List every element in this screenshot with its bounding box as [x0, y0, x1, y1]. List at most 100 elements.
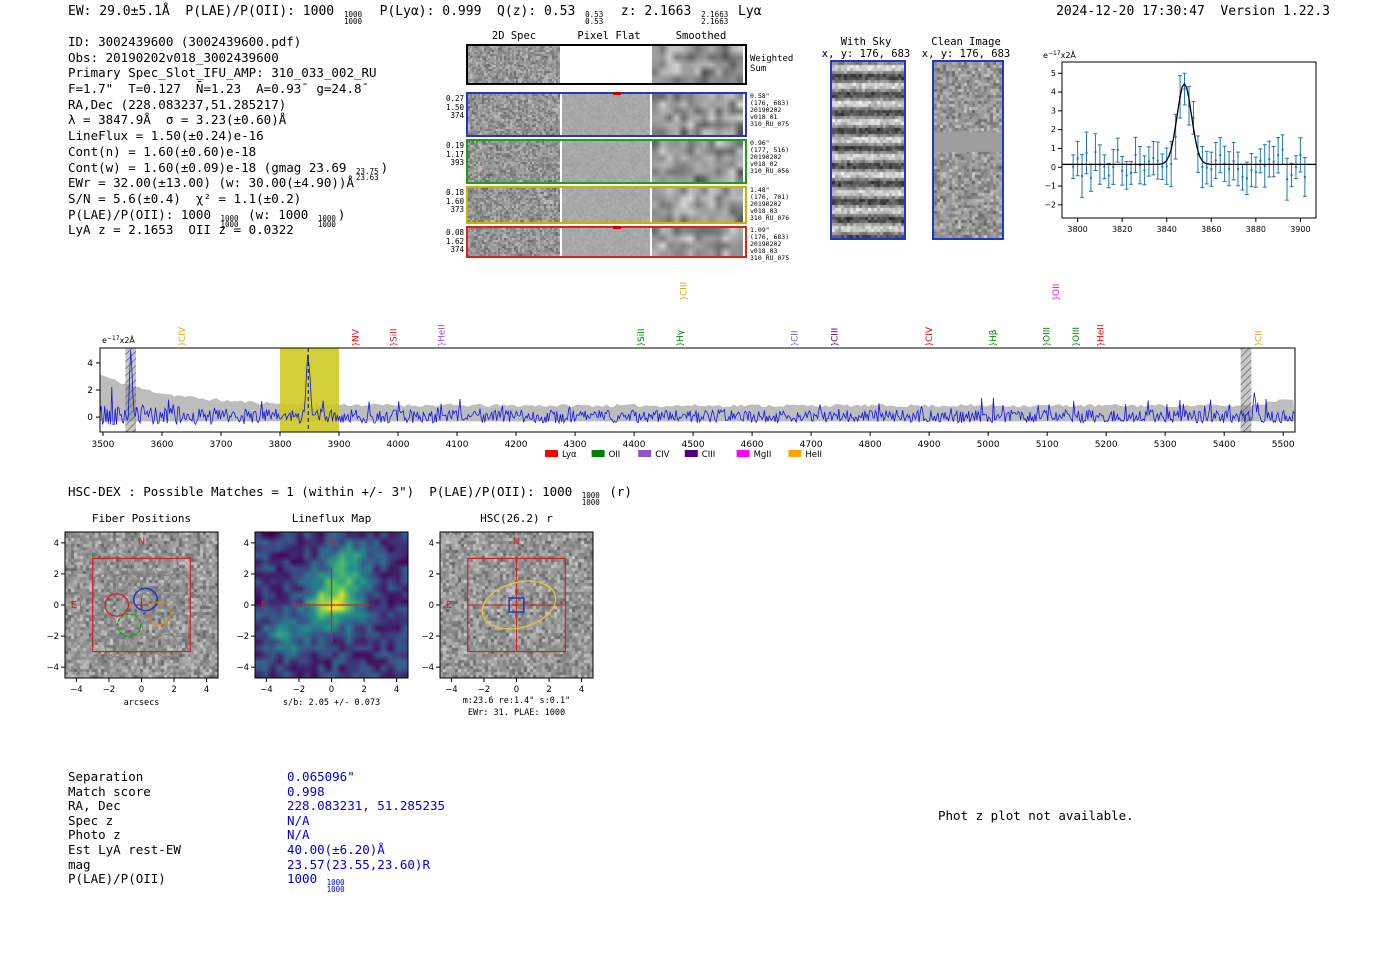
cutout-overlay-svg: −4 −4 −2 −2 0 0 2 2 4 4 N E: [46, 531, 219, 695]
info-line: Obs: 20190202v018_3002439600: [68, 49, 279, 65]
svg-text:5500: 5500: [1272, 440, 1295, 450]
svg-text:{: {: [831, 341, 840, 346]
svg-text:3900: 3900: [1290, 225, 1310, 234]
compass-east: E: [71, 600, 77, 611]
compass-north: N: [513, 536, 520, 547]
svg-text:0: 0: [1051, 163, 1056, 172]
svg-text:3800: 3800: [1067, 225, 1087, 234]
stacked-uncertainty: 1000 1000: [220, 213, 239, 230]
clean-image: [932, 60, 1004, 240]
svg-text:−2: −2: [293, 685, 306, 695]
xaxis-label: arcsecs: [123, 698, 160, 708]
line-fit-svg: 3800 3820 3840 3860 3880 3900 −2 −1 0 1 2 3 4 5 e−17x2…: [1043, 49, 1317, 234]
bad-pixel-marker: [613, 92, 621, 95]
svg-text:4800: 4800: [859, 440, 882, 450]
compass-north: N: [328, 536, 335, 547]
catalog-ellipse: [481, 580, 557, 630]
fiber-circle: [154, 634, 179, 658]
cutout-title: Fiber Positions: [91, 512, 192, 525]
emission-line-label: SiII: [389, 328, 399, 342]
match-table-value: N/A: [287, 812, 310, 828]
match-table-value: 40.00(±6.20)Å: [287, 841, 385, 857]
fiber-circle: [129, 593, 154, 617]
spec2d-row: [466, 139, 747, 184]
fiber-circle: [79, 593, 105, 617]
fiber-circle-green: [116, 613, 142, 638]
legend-swatch: [591, 450, 605, 457]
spec2d-row: [466, 226, 747, 258]
emission-line-label: CIV: [178, 326, 188, 342]
sky-panel-title: With Sky: [840, 36, 892, 48]
fiber-circle: [141, 613, 167, 638]
match-table-row: Match score 0.998: [68, 783, 608, 800]
svg-text:4400: 4400: [623, 440, 646, 450]
svg-text:2: 2: [54, 570, 59, 580]
spec2d-2dspec-image: [468, 188, 560, 222]
svg-text:{: {: [1052, 295, 1061, 300]
fiber-circle: [178, 593, 204, 617]
spec2d-pixelflat-image: [562, 228, 650, 256]
match-table-row: Spec z N/A: [68, 812, 608, 829]
yaxis-units-label: e−17x2Å: [102, 334, 135, 345]
spec2d-col-header: Smoothed: [675, 30, 727, 42]
svg-text:−4: −4: [421, 663, 434, 673]
match-table-value: 0.998: [287, 783, 325, 799]
svg-text:3900: 3900: [328, 440, 351, 450]
fiber-circle: [104, 634, 129, 658]
spec2d-pixelflat-image: [562, 94, 650, 135]
info-line: LineFlux = 1.50(±0.24)e-16: [68, 128, 264, 144]
spec2d-2dspec-image: [468, 94, 560, 135]
svg-text:−2: −2: [421, 632, 434, 642]
svg-text:0: 0: [244, 601, 249, 611]
info-line: LyA z = 2.1653 OII z = 0.0322: [68, 222, 294, 238]
svg-text:0: 0: [429, 601, 434, 611]
emission-line-label: Hγ: [676, 329, 686, 342]
spec2d-row-stats: 0.19 1.17 393: [445, 141, 464, 168]
svg-text:3880: 3880: [1246, 225, 1266, 234]
svg-text:−4: −4: [236, 663, 249, 673]
legend-swatch: [545, 450, 558, 457]
spec2d-pixelflat-image: [562, 141, 650, 182]
emission-line-label: SiII: [637, 328, 647, 342]
info-line: F=1.7" T=0.127 N̄=1.23 A=0.93̄ g=24.8̄: [68, 81, 362, 97]
bad-pixel-marker: [613, 226, 621, 229]
match-table-row: Photo z N/A: [68, 828, 608, 843]
compass-east: E: [261, 600, 267, 611]
spec2d-pixelflat-image: [562, 188, 650, 222]
legend-label: HeII: [805, 450, 822, 460]
sky-image-panels: With Sky x, y: 176, 683 Clean Image x, y: 1…: [820, 30, 1032, 250]
spec2d-row: [466, 44, 747, 85]
svg-text:−4: −4: [260, 685, 273, 695]
spec2d-smoothed-image: [652, 46, 743, 83]
svg-text:0: 0: [87, 413, 93, 423]
spec2d-2dspec-image: [468, 228, 560, 256]
svg-text:{: {: [178, 341, 187, 346]
info-line: EWr = 32.00(±13.00) (w: 30.00(±4.90))Å: [68, 175, 354, 191]
svg-text:4000: 4000: [387, 440, 410, 450]
emission-line-label: OIII: [1043, 327, 1053, 342]
compass-east: E: [446, 600, 452, 611]
svg-text:5400: 5400: [1213, 440, 1236, 450]
legend-swatch: [638, 450, 652, 457]
stacked-uncertainty: 0.53 0.53: [585, 10, 604, 26]
svg-text:3: 3: [1051, 106, 1056, 115]
svg-text:−2: −2: [46, 632, 59, 642]
stacked-uncertainty: 23.75 23.63: [355, 166, 379, 183]
svg-text:3800: 3800: [269, 440, 292, 450]
spec2d-row-stats: 0.18 1.60 373: [445, 188, 464, 215]
sky-panel-coords: x, y: 176, 683: [821, 48, 911, 60]
cutout-title: HSC(26.2) r: [480, 512, 553, 525]
stacked-uncertainty: 1000 1000: [326, 878, 345, 894]
spec2d-panel: 2D Spec Pixel Flat Smoothed Weighted Sum 0.27…: [443, 30, 813, 265]
info-line: S/N = 5.6(±0.4) χ² = 1.1(±0.2): [68, 190, 302, 206]
detection-info-block: ID: 3002439600 (3002439600.pdf) Obs: 2019…: [68, 34, 388, 238]
match-table-label: Separation: [68, 769, 144, 784]
svg-text:2: 2: [171, 685, 176, 695]
info-line: P(LAE)/P(OII): 1000 1000 1000 (w: 1000 10…: [68, 206, 346, 230]
svg-text:{: {: [676, 341, 685, 346]
svg-text:−1: −1: [1044, 182, 1056, 191]
spec2d-smoothed-image: [652, 94, 743, 135]
fiber-circle: [154, 552, 179, 576]
stacked-uncertainty: 2.1663 2.1663: [701, 10, 729, 26]
